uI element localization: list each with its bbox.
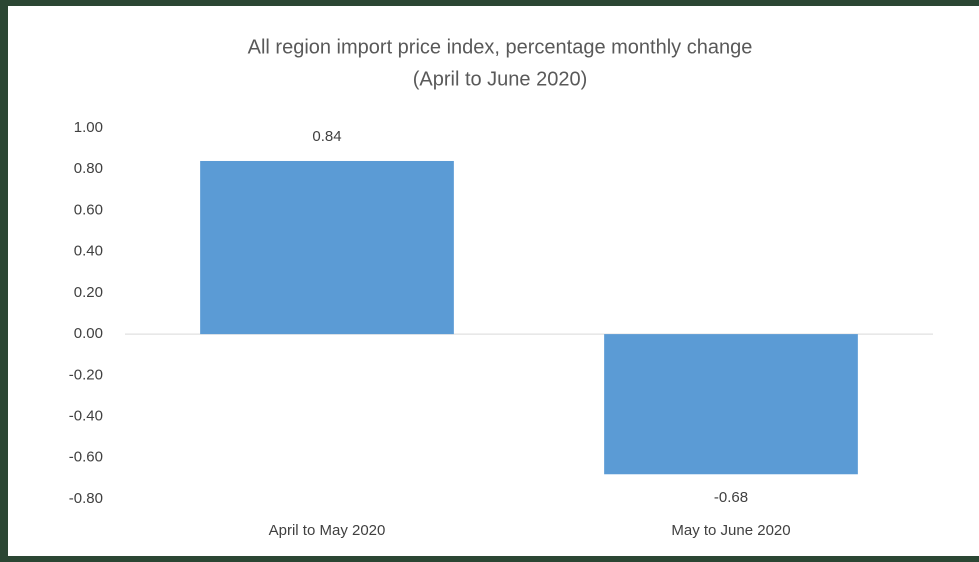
y-tick-label: 0.60 — [74, 201, 103, 218]
bar — [604, 334, 858, 475]
x-tick-label: May to June 2020 — [671, 522, 790, 539]
y-tick-label: 1.00 — [74, 119, 103, 136]
chart-subtitle: (April to June 2020) — [413, 68, 588, 90]
y-tick-label: 0.00 — [74, 325, 103, 342]
bar — [200, 160, 454, 335]
y-tick-label: 0.80 — [74, 160, 103, 177]
data-label: -0.68 — [714, 489, 748, 506]
y-tick-label: -0.60 — [69, 449, 103, 466]
y-tick-label: -0.40 — [69, 408, 103, 425]
x-tick-label: April to May 2020 — [269, 522, 386, 539]
y-tick-label: 0.20 — [74, 284, 103, 301]
data-label: 0.84 — [312, 128, 341, 145]
y-tick-label: -0.80 — [69, 490, 103, 507]
chart-title: All region import price index, percentag… — [248, 36, 753, 58]
y-tick-label: -0.20 — [69, 366, 103, 383]
y-tick-label: 0.40 — [74, 243, 103, 260]
chart: All region import price index, percentag… — [8, 6, 979, 556]
